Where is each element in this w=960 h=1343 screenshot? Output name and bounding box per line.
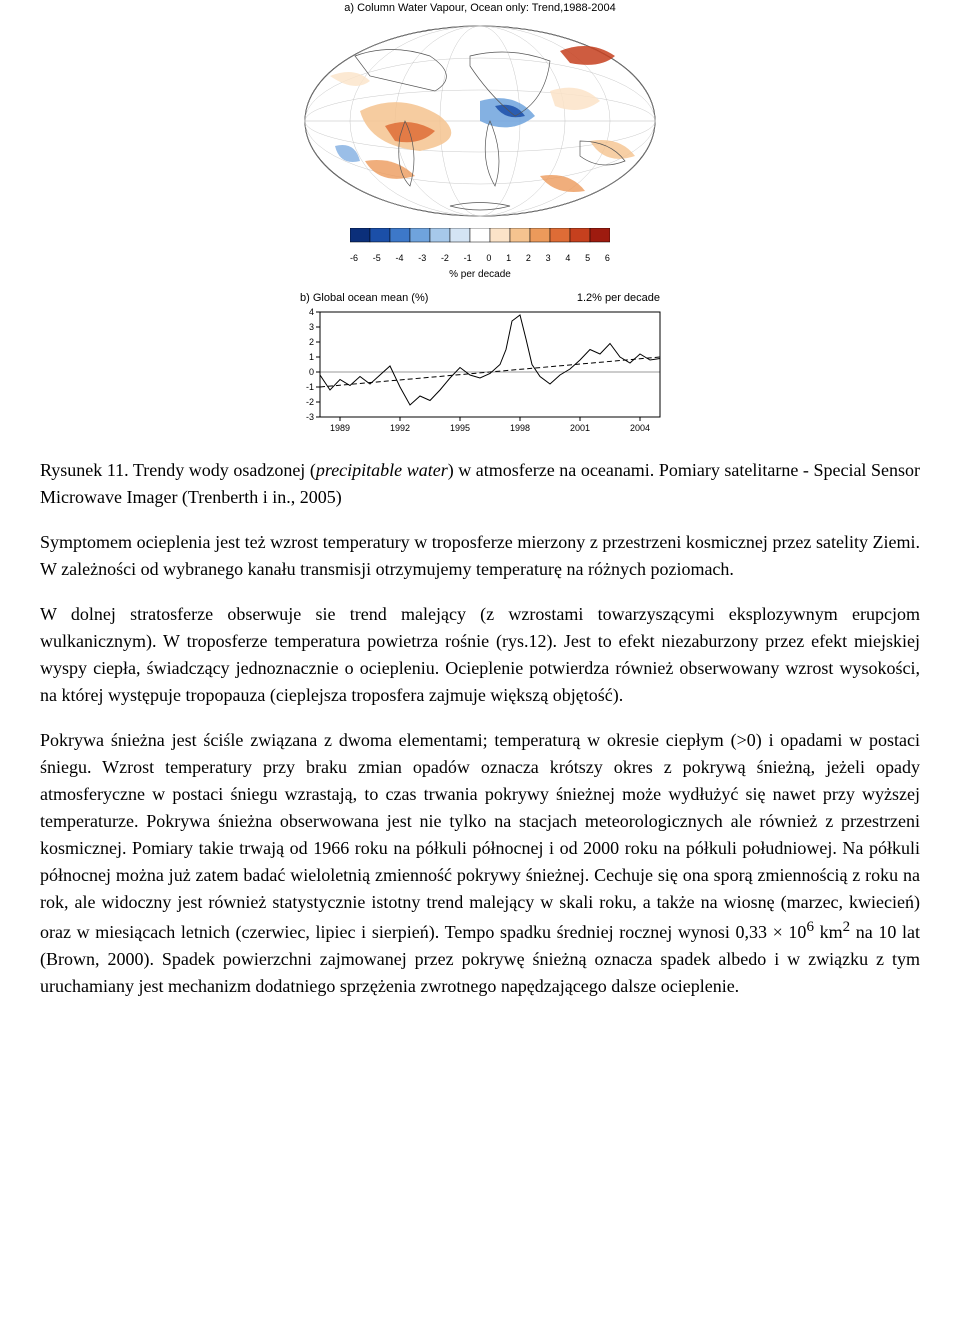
figure-panel: a) Column Water Vapour, Ocean only: Tren… <box>290 0 670 437</box>
para3-a: Pokrywa śnieżna jest ściśle związana z d… <box>40 730 920 942</box>
para3-b: km <box>814 922 843 942</box>
panel-b-title-right: 1.2% per decade <box>577 290 660 307</box>
panel-a-title: a) Column Water Vapour, Ocean only: Tren… <box>290 0 670 17</box>
svg-text:0: 0 <box>309 367 314 377</box>
svg-text:-1: -1 <box>306 382 314 392</box>
svg-text:1989: 1989 <box>330 423 350 433</box>
colorbar-unit: % per decade <box>290 267 670 282</box>
panel-b-title-row: b) Global ocean mean (%) 1.2% per decade <box>300 290 660 307</box>
line-chart: -3 -2 -1 0 1 2 3 4 1989 1992 1995 1998 2001 2004 <box>290 307 670 437</box>
caption-label: Rysunek 11. <box>40 460 129 480</box>
figure-caption: Rysunek 11. Trendy wody osadzonej (preci… <box>40 457 920 511</box>
svg-text:-3: -3 <box>306 412 314 422</box>
panel-b-title-left: b) Global ocean mean (%) <box>300 290 428 307</box>
svg-text:2001: 2001 <box>570 423 590 433</box>
para3-sup2: 2 <box>843 919 851 935</box>
figure-11: a) Column Water Vapour, Ocean only: Tren… <box>40 0 920 437</box>
svg-text:1992: 1992 <box>390 423 410 433</box>
svg-text:1998: 1998 <box>510 423 530 433</box>
svg-text:3: 3 <box>309 322 314 332</box>
world-map-svg <box>300 21 660 221</box>
paragraph-3: Pokrywa śnieżna jest ściśle związana z d… <box>40 727 920 1000</box>
para3-sup1: 6 <box>806 919 814 935</box>
colorbar-ticks: -6-5-4-3-2-10123456 <box>350 252 610 266</box>
svg-text:1995: 1995 <box>450 423 470 433</box>
colorbar <box>350 228 610 244</box>
svg-text:2: 2 <box>309 337 314 347</box>
svg-text:4: 4 <box>309 307 314 317</box>
colorbar-wrap: -6-5-4-3-2-10123456 % per decade <box>290 225 670 283</box>
paragraph-1: Symptomem ocieplenia jest też wzrost tem… <box>40 529 920 583</box>
svg-text:1: 1 <box>309 352 314 362</box>
svg-text:-2: -2 <box>306 397 314 407</box>
caption-italic: precipitable water <box>316 460 448 480</box>
svg-text:2004: 2004 <box>630 423 650 433</box>
paragraph-2: W dolnej stratosferze obserwuje sie tren… <box>40 601 920 709</box>
caption-text-a: Trendy wody osadzonej ( <box>129 460 316 480</box>
